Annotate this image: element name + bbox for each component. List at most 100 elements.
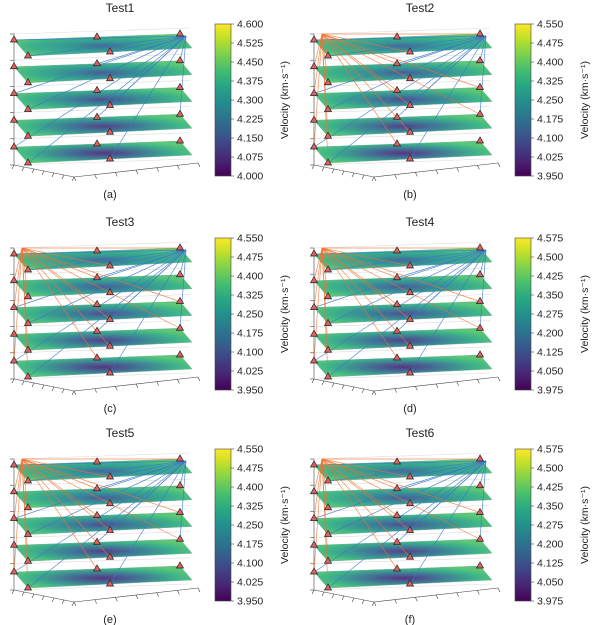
grid-line (13, 267, 191, 275)
colorbar-label: Velocity (km·s⁻¹) (579, 61, 591, 139)
colorbar-label: Velocity (km·s⁻¹) (579, 275, 591, 353)
grid-line (13, 27, 191, 35)
ray-blue (327, 460, 487, 482)
y-axis-tick (456, 592, 459, 597)
colorbar: 4.550 4.475 4.400 4.325 4.250 4.175 4.100 4.025… (514, 19, 591, 183)
colorbar-bar (214, 23, 232, 177)
ray-orange (21, 247, 111, 267)
panel-label: (d) (403, 403, 416, 415)
grid-line (13, 53, 191, 61)
station-marker (392, 139, 402, 147)
station-marker (9, 62, 19, 70)
ray-orange (321, 458, 398, 570)
colorbar-tick-label: 4.200 (537, 539, 563, 551)
station-marker (9, 540, 19, 548)
station-marker (175, 136, 185, 144)
station-marker (392, 112, 402, 120)
ray-orange (13, 458, 23, 492)
station-marker (392, 326, 402, 334)
colorbar-label: Velocity (km·s⁻¹) (279, 486, 291, 564)
colorbar-tick-label: 4.025 (537, 152, 563, 164)
station-marker (323, 131, 333, 139)
grid-line (313, 158, 491, 166)
velocity-slice (313, 274, 493, 297)
station-marker (309, 513, 319, 521)
colorbar-tick-label: 4.125 (537, 558, 563, 570)
velocity-slice (13, 565, 193, 589)
colorbar-tick-label: 4.600 (237, 19, 263, 31)
station-marker (405, 154, 415, 162)
station-marker (309, 329, 319, 337)
ray-blue (109, 35, 187, 160)
station-marker (475, 507, 485, 515)
station-marker (309, 142, 319, 150)
panel-label: (b) (403, 189, 416, 201)
colorbar-tick-label: 4.550 (537, 19, 563, 31)
colorbar-bar (214, 448, 232, 602)
ray-orange (321, 33, 398, 145)
ray-orange (21, 458, 181, 540)
y-axis-tick (177, 379, 180, 384)
x-axis-tick (11, 164, 15, 170)
station-marker (405, 472, 415, 480)
station-marker (475, 56, 485, 64)
ray-blue (109, 249, 187, 374)
station-marker (392, 59, 402, 67)
ray-orange (21, 458, 29, 508)
x-axis-tick (311, 164, 315, 170)
station-marker (92, 32, 102, 40)
station-marker (23, 345, 33, 353)
ray-orange (21, 247, 29, 297)
station-marker (23, 372, 33, 380)
station-marker (323, 104, 333, 112)
panel-label: (c) (104, 403, 117, 415)
colorbar-tick-label: 4.000 (237, 171, 263, 183)
y-axis-tick (156, 592, 159, 597)
ray-orange (13, 247, 23, 362)
colorbar-label: Velocity (km·s⁻¹) (579, 486, 591, 564)
velocity-slice (13, 274, 193, 297)
velocity-slice (13, 33, 193, 57)
colorbar-tick-label: 3.975 (537, 385, 563, 397)
station-marker (175, 29, 185, 37)
y-axis-tick (156, 167, 159, 172)
grid-line (13, 531, 191, 538)
station-marker (105, 499, 115, 507)
colorbar-label: Velocity (km·s⁻¹) (279, 275, 291, 353)
station-marker (92, 353, 102, 361)
velocity-slices (313, 458, 493, 589)
station-marker (392, 273, 402, 281)
x-axis-tick (51, 597, 55, 603)
station-marker (92, 139, 102, 147)
station-marker (105, 525, 115, 533)
station-marker (309, 35, 319, 43)
station-marker (105, 47, 115, 55)
station-marker (92, 85, 102, 93)
ray-blue (409, 35, 487, 53)
station-marker (105, 314, 115, 322)
grid-line (13, 346, 191, 354)
colorbar-tick-label: 4.350 (537, 501, 563, 513)
panel-title: Test4 (406, 215, 435, 229)
y-axis-tick (73, 390, 77, 396)
station-marker (392, 457, 402, 465)
velocity-slice (313, 539, 493, 562)
ray-blue (327, 35, 487, 57)
ray-blue (409, 35, 487, 160)
colorbar-tick-label: 4.275 (537, 309, 563, 321)
y-axis-tick (135, 594, 139, 600)
station-marker (175, 350, 185, 358)
station-marker (23, 476, 33, 484)
grid-line (13, 452, 191, 460)
ray-blue (96, 35, 187, 118)
axis-frame (10, 241, 201, 396)
colorbar-tick-label: 4.225 (237, 114, 263, 126)
station-marker (405, 127, 415, 135)
ray-orange (313, 33, 323, 94)
x-axis-tick (31, 382, 35, 388)
station-marker (323, 476, 333, 484)
colorbar-bar (514, 448, 532, 602)
colorbar: 4.575 4.500 4.425 4.350 4.275 4.200 4.125 4.050… (514, 233, 591, 397)
y-axis-tick (394, 599, 397, 604)
station-marker (405, 579, 415, 587)
